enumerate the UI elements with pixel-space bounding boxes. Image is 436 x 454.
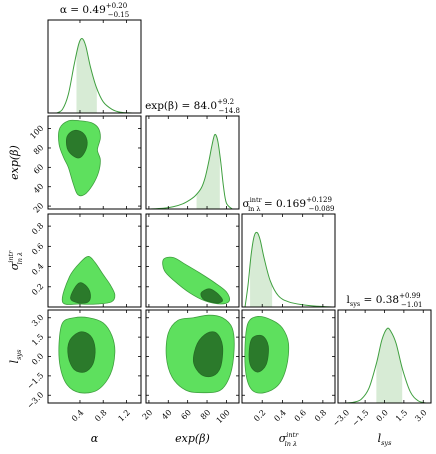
marginal-sigma_intr (244, 231, 334, 307)
x-tick-label-l_sys: 3.0 (413, 408, 428, 423)
x-axis-label-exp_beta: exp(β) (175, 432, 210, 445)
x-axis-label-sigma_intr: σintr ln λ (279, 431, 299, 448)
x-axis-label-alpha: α (91, 432, 99, 445)
panel-frame-0-0 (47, 19, 142, 114)
y-tick-label-sigma_intr: 0.8 (30, 221, 45, 236)
contour-inner-alpha-exp_beta (65, 129, 88, 159)
y-axis-label-l_sys: lsys (8, 349, 23, 364)
x-tick-label-alpha: 0.8 (93, 408, 108, 423)
contour-alpha-sigma_intr (61, 256, 116, 305)
y-tick-label-l_sys: 0.0 (30, 352, 45, 367)
panel-frame-1-0 (47, 115, 142, 210)
y-tick-label-sigma_intr: 0.2 (30, 282, 45, 297)
x-tick-label-sigma_intr: 0.4 (272, 408, 287, 423)
panel-frame-1-1 (145, 115, 240, 210)
contour-exp_beta-l_sys (165, 314, 235, 394)
y-tick-label-exp_beta: 60 (32, 162, 46, 176)
y-tick-label-l_sys: −3.0 (25, 390, 45, 410)
y-axis-label-exp_beta: exp(β) (8, 145, 21, 180)
contour-sigma_intr-l_sys (244, 316, 290, 394)
y-tick-label-exp_beta: 100 (28, 124, 45, 141)
contour-inner-exp_beta-sigma_intr (200, 288, 223, 304)
x-tick-label-l_sys: 1.5 (394, 408, 409, 423)
panel-frame-2-0 (47, 213, 142, 308)
contour-inner-sigma_intr-l_sys (248, 334, 269, 373)
x-tick-label-exp_beta: 100 (215, 408, 232, 425)
x-tick-label-l_sys: −3.0 (331, 408, 351, 428)
credible-interval-l_sys (376, 328, 403, 403)
x-tick-label-exp_beta: 40 (160, 408, 174, 422)
y-tick-label-l_sys: 1.5 (30, 332, 45, 347)
contour-inner-alpha-sigma_intr (70, 282, 91, 304)
x-tick-label-alpha: 1.2 (116, 408, 131, 423)
marginal-title-exp_beta: exp(β) = 84.0+9.2 −14.8 (145, 98, 240, 115)
marginal-exp_beta (148, 133, 233, 209)
marginal-title-l_sys: lsys = 0.38+0.99 −1.01 (347, 292, 423, 309)
x-tick-label-l_sys: 0.0 (375, 408, 390, 423)
y-tick-label-exp_beta: 20 (32, 201, 46, 215)
contour-exp_beta-sigma_intr (162, 256, 231, 305)
y-axis-label-sigma_intr: σintrln λ (7, 250, 24, 270)
credible-interval-sigma_intr (250, 232, 273, 307)
marginal-curve-exp_beta (148, 133, 233, 209)
panel-frame-2-1 (145, 213, 240, 308)
marginal-l_sys (345, 327, 426, 403)
x-tick-label-sigma_intr: 0.2 (252, 408, 267, 423)
x-tick-label-l_sys: −1.5 (350, 408, 370, 428)
y-tick-label-l_sys: 3.0 (30, 313, 45, 328)
x-tick-label-exp_beta: 80 (199, 408, 213, 422)
marginal-curve-alpha (56, 38, 133, 113)
marginal-title-sigma_intr: σintr ln λ = 0.169+0.129 −0.089 (243, 196, 335, 213)
y-tick-label-exp_beta: 40 (32, 182, 46, 196)
contour-alpha-exp_beta (58, 119, 101, 197)
y-tick-label-sigma_intr: 0.6 (30, 241, 45, 256)
marginal-title-alpha: α = 0.49+0.20 −0.15 (60, 2, 129, 19)
panel-frame-2-2 (241, 213, 336, 308)
contour-inner-exp_beta-l_sys (192, 331, 224, 378)
x-tick-label-sigma_intr: 0.6 (293, 408, 308, 423)
y-tick-label-sigma_intr: 0.4 (30, 262, 45, 277)
contour-alpha-l_sys (58, 316, 116, 394)
x-tick-label-alpha: 0.4 (70, 408, 85, 423)
x-tick-label-exp_beta: 60 (179, 408, 193, 422)
y-tick-label-exp_beta: 80 (32, 143, 46, 157)
x-tick-label-exp_beta: 20 (141, 408, 155, 422)
marginal-alpha (56, 38, 133, 113)
y-tick-label-l_sys: −1.5 (25, 371, 45, 391)
marginal-curve-l_sys (345, 327, 426, 403)
credible-interval-exp_beta (196, 134, 220, 209)
credible-interval-alpha (76, 38, 97, 113)
x-axis-label-l_sys: lsys (378, 432, 393, 447)
contour-inner-alpha-l_sys (67, 331, 96, 373)
x-tick-label-sigma_intr: 0.8 (313, 408, 328, 423)
